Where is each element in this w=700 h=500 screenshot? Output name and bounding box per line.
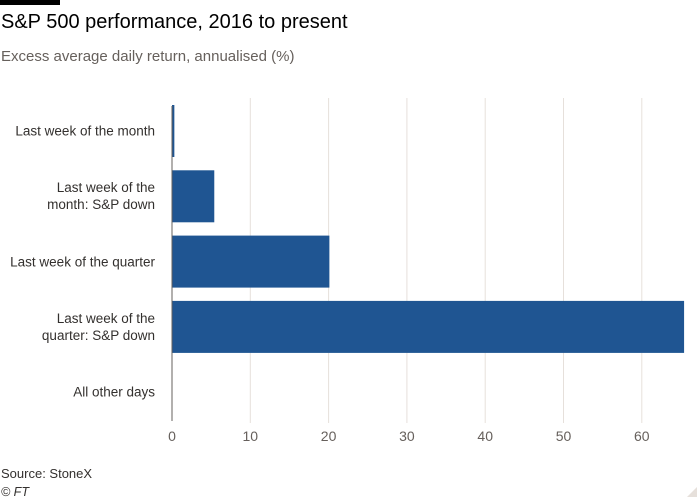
bar (172, 300, 685, 353)
x-tick-label: 50 (556, 428, 572, 444)
chart-subtitle: Excess average daily return, annualised … (1, 48, 295, 65)
resize-corner-icon (687, 487, 697, 497)
x-tick-label: 0 (168, 428, 176, 444)
source-note: Source: StoneX (1, 466, 93, 481)
brand-bar (0, 0, 60, 5)
category-label: Last week of the month: S&P down (47, 180, 155, 213)
bar (172, 105, 175, 157)
x-tick-label: 60 (634, 428, 650, 444)
bar-chart: 0 10 20 30 40 50 60 (168, 98, 685, 444)
category-label: Last week of the quarter (10, 254, 155, 270)
category-label: Last week of the month (15, 123, 155, 139)
x-tick-label: 20 (321, 428, 337, 444)
category-label: All other days (73, 384, 155, 400)
x-tick-label: 10 (243, 428, 259, 444)
x-tick-label: 40 (477, 428, 493, 444)
bar (172, 235, 330, 288)
chart-title: S&P 500 performance, 2016 to present (1, 11, 348, 33)
bar (172, 170, 215, 223)
category-label: Last week of the quarter: S&P down (41, 310, 155, 343)
copyright-note: © FT (1, 485, 29, 499)
x-tick-label: 30 (399, 428, 415, 444)
